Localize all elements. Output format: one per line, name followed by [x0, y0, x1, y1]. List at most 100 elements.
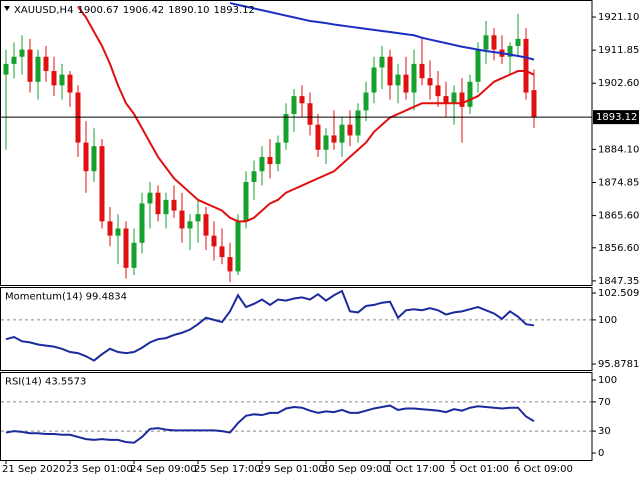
y-tick-label: 1902.60	[598, 78, 639, 89]
candle-body	[475, 49, 481, 82]
candle-body	[451, 92, 457, 104]
candle-body	[371, 67, 377, 93]
candle-body	[419, 63, 425, 79]
candle-body	[523, 38, 529, 93]
candle-body	[515, 38, 521, 47]
candle-body	[83, 142, 89, 172]
candle-body	[347, 124, 353, 136]
indicator-title: Momentum(14) 99.4834	[5, 292, 127, 303]
candle-body	[427, 78, 433, 86]
candle-body	[259, 156, 265, 172]
candle-body	[435, 85, 441, 97]
x-tick-label: 23 Sep 01:00	[66, 464, 133, 475]
candle-body	[195, 214, 201, 222]
candle-body	[139, 203, 145, 243]
y-tick-label: 102.5097	[598, 288, 640, 299]
candle-body	[307, 103, 313, 125]
y-tick-label: 95.8781	[598, 359, 639, 370]
candle-body	[51, 71, 57, 86]
candle-body	[43, 56, 49, 72]
candle-body	[227, 257, 233, 272]
candle-body	[27, 49, 33, 82]
candle-body	[315, 124, 321, 150]
candle-body	[171, 199, 177, 211]
candle-body	[11, 56, 17, 64]
candle-body	[35, 56, 41, 82]
y-tick-label: 1884.10	[598, 144, 639, 155]
candle-body	[323, 135, 329, 150]
header-value: 1893.12	[214, 5, 255, 16]
header-value: 1890.10	[168, 5, 209, 16]
y-tick-label: 1874.85	[598, 177, 639, 188]
candle-body	[235, 221, 241, 272]
candle-body	[99, 146, 105, 222]
candle-body	[355, 110, 361, 136]
candle-body	[395, 74, 401, 86]
candle-body	[507, 46, 513, 57]
moving-average	[229, 2, 535, 61]
last-price-label: 1893.12	[596, 112, 637, 123]
candle-body	[411, 63, 417, 93]
candle-body	[219, 246, 225, 258]
x-tick-label: 29 Sep 01:00	[258, 464, 325, 475]
indicator-line	[5, 404, 535, 444]
x-tick-label: 30 Sep 09:00	[322, 464, 389, 475]
candle-body	[67, 74, 73, 93]
candle-body	[243, 181, 249, 222]
y-tick-label: 1847.35	[598, 276, 639, 287]
plot-area	[1, 2, 592, 283]
candle-body	[299, 96, 305, 104]
y-tick-label: 100	[598, 315, 617, 326]
y-tick-label: 1865.60	[598, 211, 639, 222]
y-tick-label: 1911.85	[598, 45, 639, 56]
candle-body	[339, 124, 345, 143]
candle-body	[467, 81, 473, 107]
plot-area	[1, 289, 592, 362]
header-value: 1906.42	[123, 5, 164, 16]
indicator-title: RSI(14) 43.5573	[5, 377, 86, 388]
candle-body	[387, 56, 393, 86]
candle-body	[459, 92, 465, 107]
candle-body	[443, 96, 449, 104]
y-tick-label: 0	[598, 448, 604, 459]
y-tick-label: 1921.10	[598, 12, 639, 23]
candle-body	[267, 156, 273, 165]
candle-body	[19, 49, 25, 57]
candle-body	[115, 228, 121, 236]
candle-body	[147, 192, 153, 204]
symbol: XAUUSD,H4	[14, 5, 73, 16]
candle-body	[331, 135, 337, 143]
candle-body	[291, 96, 297, 114]
candle-body	[403, 74, 409, 93]
y-tick-label: 70	[598, 397, 611, 408]
candle-body	[283, 113, 289, 143]
chart-title: XAUUSD,H4 1900.67 1906.42 1890.10 1893.12	[14, 5, 255, 16]
candle-body	[251, 171, 257, 182]
candle-body	[59, 74, 65, 86]
candle-body	[211, 235, 217, 247]
candle-body	[187, 221, 193, 229]
panel-frame	[0, 287, 593, 371]
last-price-box	[593, 110, 639, 125]
candle-body	[91, 146, 97, 172]
x-tick-label: 21 Sep 2020	[2, 464, 65, 475]
y-tick-label: 1856.60	[598, 243, 639, 254]
candle-body	[131, 242, 137, 268]
candle-body	[123, 228, 129, 268]
candle-body	[3, 63, 9, 75]
x-tick-label: 6 Oct 09:00	[514, 464, 573, 475]
candle-body	[203, 214, 209, 236]
header-value: 1900.67	[77, 5, 118, 16]
candle-body	[363, 92, 369, 111]
candle-body	[155, 192, 161, 215]
panel-frame	[0, 0, 593, 286]
candle-body	[379, 56, 385, 68]
moving-average	[77, 6, 535, 223]
x-tick-label: 24 Sep 09:00	[130, 464, 197, 475]
candle-body	[107, 221, 113, 236]
panel-frame	[0, 372, 593, 461]
candle-body	[275, 142, 281, 165]
candle-body	[163, 199, 169, 215]
candle-body	[491, 35, 497, 50]
